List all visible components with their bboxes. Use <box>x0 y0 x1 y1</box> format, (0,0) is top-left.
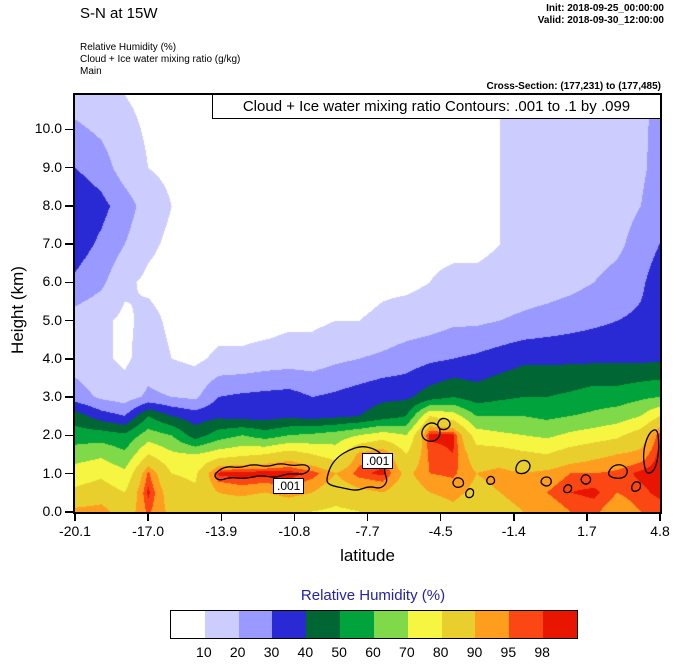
x-tick-mark <box>74 514 76 521</box>
colorbar-cell <box>543 611 577 638</box>
colorbar-cell <box>306 611 341 638</box>
x-tick-label: 4.8 <box>650 523 670 539</box>
y-tick-label: 1.0 <box>42 464 62 481</box>
y-tick-label: 9.0 <box>42 158 62 175</box>
y-tick-mark <box>65 166 73 169</box>
y-tick-label: 0.0 <box>42 503 62 519</box>
y-tick-mark <box>65 205 73 207</box>
y-tick-mark <box>65 358 73 360</box>
y-tick-mark <box>65 243 73 245</box>
y-tick-mark <box>65 511 73 513</box>
run-time-block: Init: 2018-09-25_00:00:00 Valid: 2018-09… <box>538 3 664 27</box>
colorbar-tick-label: 90 <box>466 644 483 660</box>
y-tick-mark <box>65 319 73 322</box>
y-tick-label: 4.0 <box>42 349 62 366</box>
field-legend-block: Relative Humidity (%) Cloud + Ice water … <box>80 42 240 78</box>
x-tick-mark <box>147 514 149 521</box>
colorbar-title: Relative Humidity (%) <box>300 587 446 604</box>
field-legend-line: Main <box>80 66 102 77</box>
colorbar-tick-label: 60 <box>365 644 381 660</box>
contour-value-label: .001 <box>362 453 394 469</box>
x-tick-mark <box>659 514 661 521</box>
colorbar <box>170 610 578 639</box>
field-legend-line: Relative Humidity (%) <box>80 42 177 53</box>
valid-time-label: Valid: 2018-09-30_12:00:00 <box>537 15 664 26</box>
plot-area: Cloud + Ice water mixing ratio Contours:… <box>73 93 662 514</box>
colorbar-tick-label: 40 <box>297 644 314 660</box>
x-tick-mark <box>586 514 588 521</box>
colorbar-cell <box>441 611 476 638</box>
y-tick-mark <box>65 281 73 284</box>
colorbar-cell <box>204 611 239 638</box>
x-tick-label: -7.7 <box>355 523 380 539</box>
colorbar-cell <box>509 611 544 638</box>
contour-value-label: .001 <box>273 478 305 494</box>
colorbar-cell <box>238 611 273 638</box>
y-tick-label: 6.0 <box>42 273 62 290</box>
colorbar-cell <box>171 611 205 638</box>
y-tick-mark <box>65 128 73 131</box>
colorbar-cell <box>373 611 408 638</box>
y-tick-label: 7.0 <box>42 235 62 252</box>
cross-section-label: Cross-Section: (177,231) to (177,485) <box>486 81 661 92</box>
y-tick-mark <box>65 434 73 437</box>
x-tick-label: -1.4 <box>501 523 526 539</box>
relative-humidity-fill-canvas <box>75 95 660 512</box>
colorbar-tick-label: 20 <box>229 644 246 660</box>
y-tick-label: 10.0 <box>34 120 62 137</box>
colorbar-tick-label: 70 <box>399 644 415 660</box>
x-tick-label: -4.5 <box>428 523 453 539</box>
x-axis-label: latitude <box>340 546 395 565</box>
init-time-label: Init: 2018-09-25_00:00:00 <box>546 3 664 14</box>
page-title: S-N at 15W <box>80 5 158 22</box>
field-legend-line: Cloud + Ice water mixing ratio (g/kg) <box>80 54 241 65</box>
colorbar-tick-label: 30 <box>263 644 280 660</box>
y-tick-label: 2.0 <box>42 426 62 443</box>
x-tick-mark <box>439 514 442 521</box>
x-tick-label: -17.0 <box>132 523 165 539</box>
x-tick-mark <box>366 514 369 521</box>
y-tick-label: 3.0 <box>42 388 62 405</box>
x-tick-label: 1.7 <box>577 523 597 539</box>
colorbar-cell <box>272 611 307 638</box>
colorbar-tick-label: 98 <box>534 644 550 660</box>
colorbar-tick-label: 10 <box>196 644 212 660</box>
colorbar-labels: 10 20 30 40 50 60 70 80 90 95 98 <box>170 644 576 662</box>
x-tick-label: -13.9 <box>205 523 238 539</box>
x-tick-mark <box>513 514 515 521</box>
x-tick-label: -20.1 <box>59 523 91 539</box>
colorbar-cell <box>340 611 374 638</box>
colorbar-tick-label: 80 <box>432 644 449 660</box>
contour-title-box: Cloud + Ice water mixing ratio Contours:… <box>212 94 661 119</box>
colorbar-cell <box>407 611 442 638</box>
x-tick-mark <box>293 514 296 521</box>
y-tick-mark <box>65 472 73 475</box>
colorbar-cell <box>475 611 510 638</box>
colorbar-tick-label: 50 <box>331 644 347 660</box>
x-tick-mark <box>220 514 222 521</box>
y-tick-label: 5.0 <box>42 311 62 328</box>
y-tick-mark <box>65 396 73 398</box>
colorbar-tick-label: 95 <box>500 644 517 660</box>
x-tick-label: -10.8 <box>278 523 311 539</box>
y-tick-label: 8.0 <box>42 196 62 213</box>
